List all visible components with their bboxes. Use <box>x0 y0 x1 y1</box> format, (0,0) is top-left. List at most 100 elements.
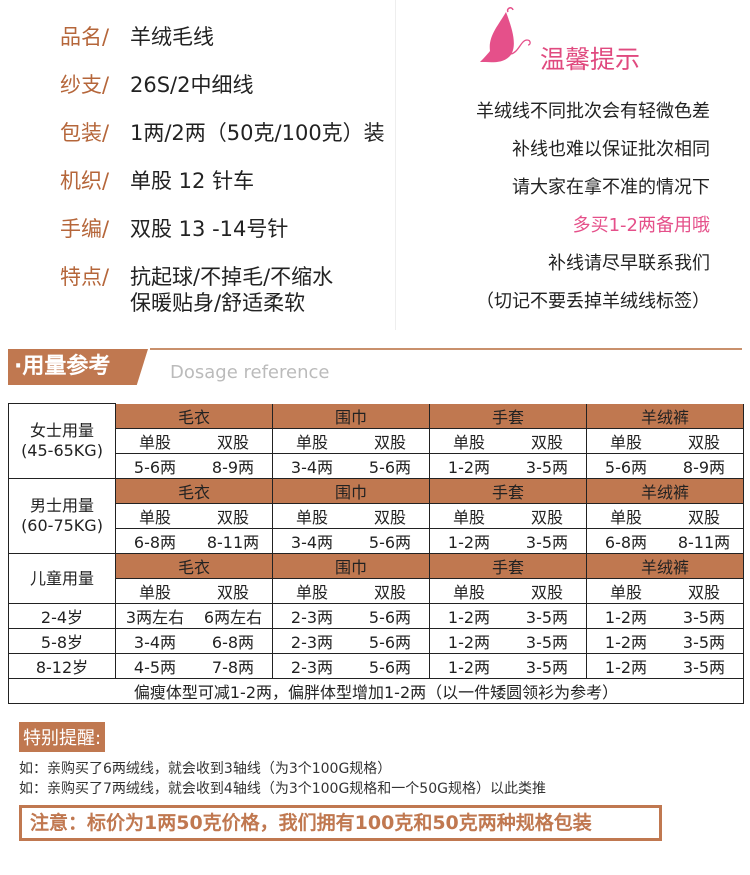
spec-key: 手编/ <box>60 217 110 241</box>
subheader: 双股 <box>665 578 744 604</box>
value-cell: 6两左右 <box>194 603 273 629</box>
subheader: 双股 <box>665 428 744 454</box>
group-label-text: 女士用量 <box>29 421 94 440</box>
subheader: 双股 <box>665 503 744 529</box>
subheader: 双股 <box>351 503 430 529</box>
subheader: 单股 <box>272 578 351 604</box>
value-cell: 1-2两 <box>429 528 508 554</box>
value-cell: 6-8两 <box>586 528 665 554</box>
column-header: 羊绒裤 <box>586 553 744 579</box>
value-cell: 1-2两 <box>429 603 508 629</box>
value-cell: 5-6两 <box>351 653 430 679</box>
column-header: 围巾 <box>272 403 430 429</box>
group-label-weight: (45-65KG) <box>21 441 103 460</box>
group-label-text: 男士用量 <box>29 496 94 515</box>
subheader: 双股 <box>194 428 273 454</box>
reminder-line: 如：亲购买了7两绒线，就会收到4轴线（为3个100G规格和一个50G规格）以此类… <box>19 781 546 797</box>
footer-row: 偏瘦体型可减1-2两，偏胖体型增加1-2两（以一件矮圆领衫为参考） <box>8 678 744 704</box>
column-header: 手套 <box>429 478 587 504</box>
tip-line: 多买1-2两备用哦 <box>572 215 710 236</box>
value-cell: 1-2两 <box>586 653 665 679</box>
value-cell: 6-8两 <box>115 528 194 554</box>
value-cell: 5-6两 <box>351 528 430 554</box>
reminder-line: 如：亲购买了6两绒线，就会收到3轴线（为3个100G规格） <box>19 761 392 777</box>
dosage-table: 女士用量 (45-65KG) 毛衣 围巾 手套 羊绒裤 单股 双股 单股 双股 单股 双股 单股 双股 5-… <box>8 403 744 704</box>
subheader: 单股 <box>586 578 665 604</box>
subheader: 双股 <box>194 578 273 604</box>
spec-row: 纱支/26S/2中细线 <box>60 72 254 98</box>
subheader: 双股 <box>351 428 430 454</box>
subheader: 双股 <box>508 503 587 529</box>
header-row: 女士用量 (45-65KG) 毛衣 围巾 手套 羊绒裤 <box>8 403 744 479</box>
section-title: ·用量参考 <box>8 349 148 385</box>
value-cell: 8-11两 <box>665 528 744 554</box>
tip-line: 补线请尽早联系我们 <box>548 253 710 274</box>
section-line <box>150 348 742 350</box>
value-cell: 1-2两 <box>429 653 508 679</box>
spec-value: 羊绒毛线 <box>130 25 214 49</box>
subheader: 单股 <box>429 578 508 604</box>
spec-value: 双股 13 -14号针 <box>130 217 289 241</box>
value-cell: 7-8两 <box>194 653 273 679</box>
column-header: 手套 <box>429 553 587 579</box>
value-row: 6-8两 8-11两 3-4两 5-6两 1-2两 3-5两 6-8两 8-11两 <box>9 528 744 554</box>
subheader: 单股 <box>115 428 194 454</box>
spec-key: 纱支/ <box>60 73 110 97</box>
column-header: 手套 <box>429 403 587 429</box>
spec-key: 包装/ <box>60 121 110 145</box>
value-cell: 3-5两 <box>665 603 744 629</box>
divider <box>395 0 396 330</box>
value-row: 5-6两 8-9两 3-4两 5-6两 1-2两 3-5两 5-6两 8-9两 <box>9 453 744 479</box>
subheader: 单股 <box>115 578 194 604</box>
table-footer: 偏瘦体型可减1-2两，偏胖体型增加1-2两（以一件矮圆领衫为参考） <box>8 678 744 704</box>
tip-line: 请大家在拿不准的情况下 <box>512 177 710 198</box>
value-cell: 2-3两 <box>272 603 351 629</box>
spec-key: 特点/ <box>60 265 110 289</box>
column-header: 羊绒裤 <box>586 403 744 429</box>
group-label: 女士用量 (45-65KG) <box>8 403 116 479</box>
value-cell: 5-6两 <box>351 628 430 654</box>
age-label: 5-8岁 <box>8 628 116 654</box>
value-cell: 3两左右 <box>115 603 194 629</box>
value-cell: 8-9两 <box>194 453 273 479</box>
age-label: 2-4岁 <box>8 603 116 629</box>
subheader: 双股 <box>351 578 430 604</box>
spec-value: 抗起球/不掉毛/不缩水 <box>130 265 334 289</box>
group-label: 儿童用量 <box>8 553 116 604</box>
value-cell: 3-5两 <box>508 453 587 479</box>
spec-key: 机织/ <box>60 169 110 193</box>
value-row: 8-12岁 4-5两 7-8两 2-3两 5-6两 1-2两 3-5两 1-2两 3-5两 <box>8 653 744 679</box>
subheader: 双股 <box>194 503 273 529</box>
value-cell: 5-6两 <box>586 453 665 479</box>
subheader: 单股 <box>429 428 508 454</box>
butterfly-icon <box>480 7 531 63</box>
subheader: 单股 <box>586 503 665 529</box>
value-cell: 3-5两 <box>508 528 587 554</box>
column-header: 围巾 <box>272 478 430 504</box>
spec-row: 包装/1两/2两（50克/100克）装 <box>60 120 385 146</box>
value-cell: 4-5两 <box>115 653 194 679</box>
value-cell: 3-5两 <box>665 653 744 679</box>
subheader: 单股 <box>429 503 508 529</box>
tips-title: 温馨提示 <box>540 45 641 74</box>
group-label-text: 儿童用量 <box>29 568 94 588</box>
section-subtitle: Dosage reference <box>170 362 330 383</box>
spec-value: 1两/2两（50克/100克）装 <box>130 121 385 145</box>
value-cell: 5-6两 <box>351 453 430 479</box>
spec-row: 手编/双股 13 -14号针 <box>60 216 288 242</box>
spec-row: 机织/单股 12 针车 <box>60 168 254 194</box>
column-header: 毛衣 <box>115 403 273 429</box>
spec-value: 26S/2中细线 <box>130 73 254 97</box>
subheader-row: 单股 双股 单股 双股 单股 双股 单股 双股 <box>9 578 744 604</box>
reminder-title: 特别提醒: <box>19 722 106 752</box>
value-cell: 3-5两 <box>508 603 587 629</box>
value-cell: 8-9两 <box>665 453 744 479</box>
value-cell: 3-4两 <box>272 453 351 479</box>
value-cell: 3-5两 <box>665 628 744 654</box>
subheader-row: 单股 双股 单股 双股 单股 双股 单股 双股 <box>9 503 744 529</box>
value-cell: 3-5两 <box>508 653 587 679</box>
value-cell: 1-2两 <box>586 628 665 654</box>
value-cell: 6-8两 <box>194 628 273 654</box>
value-cell: 1-2两 <box>586 603 665 629</box>
value-cell: 3-4两 <box>272 528 351 554</box>
